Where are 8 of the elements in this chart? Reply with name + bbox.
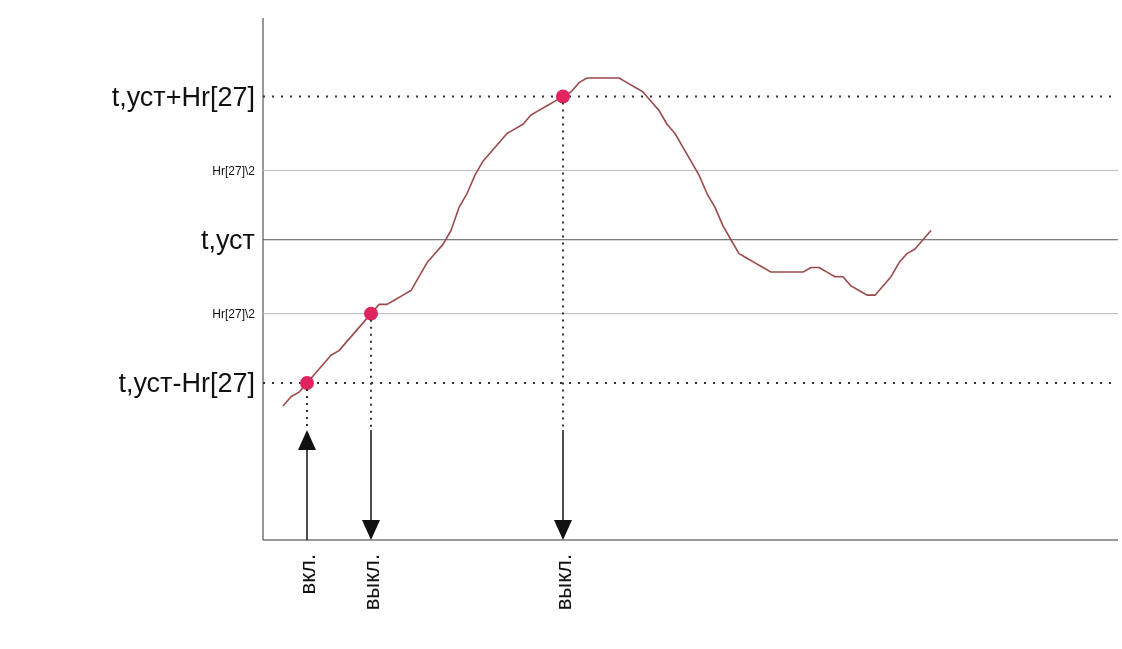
ref-line-label: t,уст+Hr[27] xyxy=(111,81,255,112)
x-tick-label: вкл. xyxy=(295,554,320,595)
x-tick-label: выкл. xyxy=(359,554,384,611)
ref-line-label: Hr[27]\2 xyxy=(212,306,256,321)
x-tick-label: выкл. xyxy=(551,554,576,611)
ref-line-label: Hr[27]\2 xyxy=(212,163,256,178)
ref-line-label: t,уст xyxy=(200,225,255,256)
ref-line-label: t,уст-Hr[27] xyxy=(118,368,255,399)
